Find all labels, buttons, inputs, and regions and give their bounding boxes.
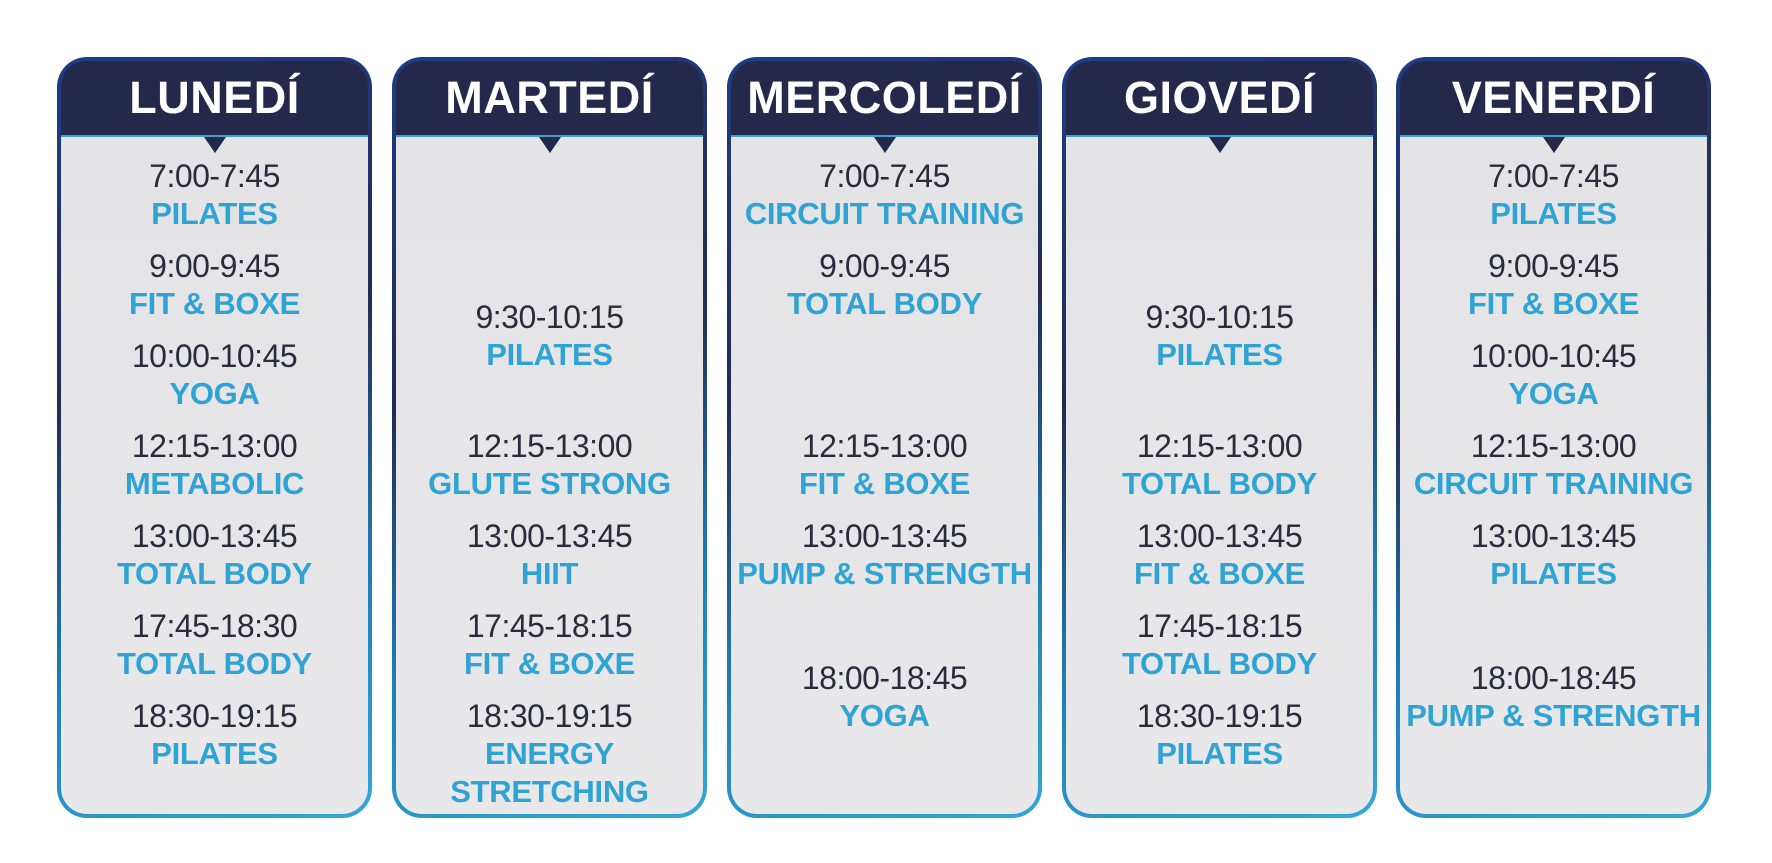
class-slot: 9:30-10:15 PILATES [396,298,703,374]
slot-class: TOTAL BODY [116,646,313,681]
slot-class: METABOLIC [124,466,305,501]
day-header: MARTEDÍ [396,61,703,153]
slot-class: TOTAL BODY [786,286,983,321]
class-slot: 18:30-19:15 PILATES [61,697,368,773]
slot-time: 13:00-13:45 [801,518,968,554]
slot-time: 13:00-13:45 [131,518,298,554]
class-slot: 12:15-13:00 CIRCUIT TRAINING [1400,427,1707,503]
class-slot: 13:00-13:45 TOTAL BODY [61,517,368,593]
class-slot: 13:00-13:45 HIIT [396,517,703,593]
slot-class: FIT & BOXE [129,286,300,321]
slot-class: FIT & BOXE [464,646,635,681]
class-slot: 12:15-13:00 GLUTE STRONG [396,427,703,503]
slot-class-line2: STRETCHING [450,774,649,809]
class-slot: 13:00-13:45 PUMP & STRENGTH [731,517,1038,593]
day-header: VENERDÍ [1400,61,1707,153]
slot-class: YOGA [169,376,260,411]
slot-time: 18:30-19:15 [466,698,633,734]
day-header: GIOVEDÍ [1066,61,1373,153]
class-slot: 9:00-9:45 FIT & BOXE [61,247,368,323]
slot-class: FIT & BOXE [1134,556,1305,591]
slot-class: PILATES [1156,736,1283,771]
slot-time: 7:00-7:45 [1488,158,1619,194]
slot-class: YOGA [839,698,930,733]
class-slot: 7:00-7:45 PILATES [1400,157,1707,233]
day-card-mercoledi: MERCOLEDÍ 7:00-7:45 CIRCUIT TRAINING 9:0… [727,57,1042,818]
day-card-lunedi: LUNEDÍ 7:00-7:45 PILATES 9:00-9:45 FIT &… [57,57,372,818]
slot-time: 18:30-19:15 [1136,698,1303,734]
slot-class: HIIT [520,556,579,591]
slot-time: 9:00-9:45 [1488,248,1619,284]
slot-class: FIT & BOXE [799,466,970,501]
slot-class: CIRCUIT TRAINING [744,196,1025,231]
slot-time: 12:15-13:00 [131,428,298,464]
slot-time: 13:00-13:45 [1470,518,1637,554]
slot-time: 10:00-10:45 [1470,338,1637,374]
class-slot: 12:15-13:00 TOTAL BODY [1066,427,1373,503]
day-header: LUNEDÍ [61,61,368,153]
class-slot: 18:30-19:15 ENERGY STRETCHING [396,697,703,811]
day-header: MERCOLEDÍ [731,61,1038,153]
class-slot: 13:00-13:45 PILATES [1400,517,1707,593]
slot-time: 7:00-7:45 [149,158,280,194]
slot-class: PILATES [486,337,613,372]
slot-class: PILATES [1156,337,1283,372]
slot-class: PILATES [151,196,278,231]
class-slot: 7:00-7:45 CIRCUIT TRAINING [731,157,1038,233]
slot-class: CIRCUIT TRAINING [1413,466,1694,501]
slot-time: 12:15-13:00 [801,428,968,464]
day-card-giovedi: GIOVEDÍ 9:30-10:15 PILATES 12:15-13:00 T… [1062,57,1377,818]
day-card-martedi: MARTEDÍ 9:30-10:15 PILATES 12:15-13:00 G… [392,57,707,818]
class-slot: 9:00-9:45 TOTAL BODY [731,247,1038,323]
slot-class: TOTAL BODY [1121,466,1318,501]
slot-class: PILATES [151,736,278,771]
slot-class: PUMP & STRENGTH [737,556,1032,591]
slot-class: GLUTE STRONG [428,466,671,501]
class-slot: 18:00-18:45 YOGA [731,659,1038,735]
slot-class: PUMP & STRENGTH [1406,698,1701,733]
day-card-venerdi: VENERDÍ 7:00-7:45 PILATES 9:00-9:45 FIT … [1396,57,1711,818]
class-slot: 10:00-10:45 YOGA [1400,337,1707,413]
slot-time: 12:15-13:00 [1136,428,1303,464]
slot-time: 9:30-10:15 [1145,299,1294,335]
slot-time: 18:30-19:15 [131,698,298,734]
class-slot: 7:00-7:45 PILATES [61,157,368,233]
class-slot: 9:00-9:45 FIT & BOXE [1400,247,1707,323]
slot-time: 7:00-7:45 [819,158,950,194]
slot-class: PILATES [1490,196,1617,231]
slot-class: FIT & BOXE [1468,286,1639,321]
class-slot: 13:00-13:45 FIT & BOXE [1066,517,1373,593]
slot-time: 9:30-10:15 [475,299,624,335]
class-slot: 17:45-18:15 TOTAL BODY [1066,607,1373,683]
class-slot: 10:00-10:45 YOGA [61,337,368,413]
slot-time: 18:00-18:45 [1470,660,1637,696]
slot-class: YOGA [1508,376,1599,411]
slot-time: 13:00-13:45 [466,518,633,554]
slot-time: 18:00-18:45 [801,660,968,696]
slot-class: PILATES [1490,556,1617,591]
class-slot: 12:15-13:00 FIT & BOXE [731,427,1038,503]
class-slot: 12:15-13:00 METABOLIC [61,427,368,503]
slot-time: 10:00-10:45 [131,338,298,374]
class-slot: 18:30-19:15 PILATES [1066,697,1373,773]
slot-time: 17:45-18:15 [466,608,633,644]
slot-class: TOTAL BODY [116,556,313,591]
slot-class: TOTAL BODY [1121,646,1318,681]
slot-time: 9:00-9:45 [149,248,280,284]
slot-time: 17:45-18:30 [131,608,298,644]
slot-time: 12:15-13:00 [1470,428,1637,464]
slot-time: 17:45-18:15 [1136,608,1303,644]
class-slot: 17:45-18:30 TOTAL BODY [61,607,368,683]
class-slot: 17:45-18:15 FIT & BOXE [396,607,703,683]
slot-time: 13:00-13:45 [1136,518,1303,554]
class-slot: 18:00-18:45 PUMP & STRENGTH [1400,659,1707,735]
slot-class: ENERGY [484,736,615,771]
class-slot: 9:30-10:15 PILATES [1066,298,1373,374]
slot-time: 12:15-13:00 [466,428,633,464]
slot-time: 9:00-9:45 [819,248,950,284]
